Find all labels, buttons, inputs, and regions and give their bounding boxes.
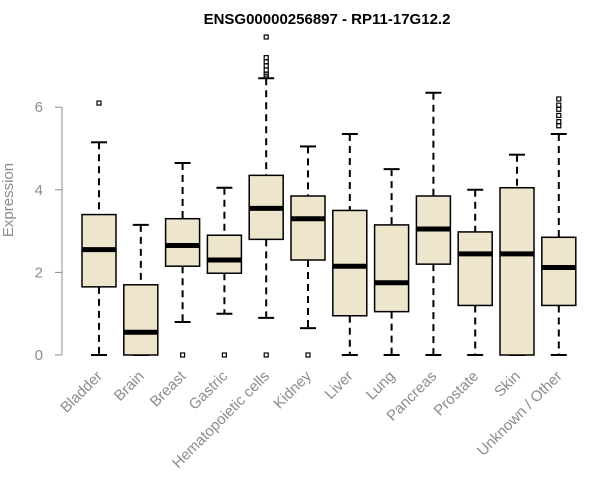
outlier-point bbox=[180, 352, 186, 358]
box-3 bbox=[206, 186, 243, 358]
x-category-label: Brain bbox=[111, 368, 148, 405]
outlier-point bbox=[556, 102, 562, 108]
outlier-point bbox=[263, 67, 269, 73]
y-tick-label: 2 bbox=[35, 264, 43, 281]
outlier-point bbox=[556, 106, 562, 112]
box-body bbox=[206, 234, 243, 274]
boxes-group bbox=[81, 34, 577, 358]
outlier-point bbox=[263, 63, 269, 69]
x-category-label: Bladder bbox=[57, 368, 106, 417]
box-9 bbox=[457, 188, 493, 356]
outlier-point bbox=[263, 352, 269, 358]
outlier-point bbox=[556, 96, 562, 102]
chart-title: ENSG00000256897 - RP11-17G12.2 bbox=[204, 11, 451, 28]
box-2 bbox=[164, 161, 201, 358]
box-body bbox=[541, 236, 577, 307]
box-body bbox=[373, 224, 410, 313]
y-tick-label: 0 bbox=[35, 347, 43, 364]
box-body bbox=[499, 186, 535, 356]
outlier-point bbox=[556, 123, 562, 129]
box-11 bbox=[541, 96, 577, 356]
box-0 bbox=[81, 100, 117, 356]
box-body bbox=[332, 209, 368, 317]
box-1 bbox=[123, 223, 159, 356]
y-tick-label: 4 bbox=[35, 182, 43, 199]
outlier-point bbox=[556, 119, 562, 125]
outlier-point bbox=[556, 112, 562, 119]
x-category-label: Breast bbox=[147, 367, 190, 410]
box-7 bbox=[373, 168, 410, 356]
box-body bbox=[457, 231, 493, 307]
box-10 bbox=[499, 153, 535, 356]
outlier-point bbox=[263, 34, 269, 40]
x-category-label: Prostate bbox=[430, 368, 482, 420]
outlier-point bbox=[263, 55, 269, 61]
box-body bbox=[290, 195, 326, 261]
box-body bbox=[123, 284, 159, 356]
outlier-point bbox=[263, 59, 269, 65]
y-axis: 0 2 4 6 bbox=[35, 99, 63, 364]
outlier-point bbox=[221, 352, 227, 358]
box-8 bbox=[415, 91, 452, 356]
box-body bbox=[164, 217, 201, 267]
x-category-label: Liver bbox=[322, 368, 357, 403]
box-5 bbox=[290, 145, 326, 358]
x-category-label: Skin bbox=[491, 368, 524, 401]
x-category-label: Kidney bbox=[270, 367, 315, 412]
outlier-point bbox=[305, 352, 311, 358]
box-4 bbox=[248, 34, 284, 358]
outlier-point bbox=[96, 100, 102, 106]
x-category-label: Lung bbox=[363, 368, 399, 404]
box-6 bbox=[332, 133, 368, 356]
y-axis-label: Expression bbox=[0, 163, 17, 237]
y-tick-label: 6 bbox=[35, 99, 43, 116]
